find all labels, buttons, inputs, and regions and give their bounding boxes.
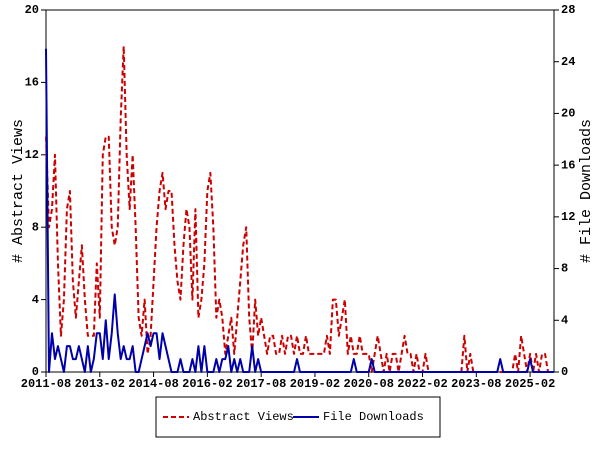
y-tick-label: 16 — [25, 76, 39, 90]
x-tick-label: 2025-02 — [505, 377, 555, 391]
x-tick-label: 2020-08 — [344, 377, 394, 391]
x-tick-label: 2017-08 — [236, 377, 286, 391]
y-tick-label: 0 — [32, 365, 39, 379]
x-tick-label: 2013-02 — [75, 377, 125, 391]
x-tick-label: 2014-08 — [128, 377, 178, 391]
y-tick-label: 12 — [25, 148, 39, 162]
y-axis-label: # Abstract Views — [10, 119, 27, 263]
y-tick-label: 20 — [25, 3, 39, 17]
y2-tick-label: 8 — [561, 262, 568, 276]
y2-tick-label: 4 — [561, 313, 568, 327]
legend-label: File Downloads — [323, 410, 424, 424]
x-tick-label: 2016-02 — [182, 377, 232, 391]
y2-tick-label: 16 — [561, 158, 575, 172]
series-line — [45, 45, 554, 373]
legend-box — [155, 396, 441, 438]
y2-tick-label: 24 — [561, 55, 575, 69]
y2-tick-label: 0 — [561, 365, 568, 379]
y2-axis-label: # File Downloads — [578, 119, 595, 263]
series-line — [45, 48, 554, 373]
y-tick-label: 8 — [32, 220, 39, 234]
x-tick-label: 2023-08 — [451, 377, 501, 391]
y2-tick-label: 28 — [561, 3, 575, 17]
legend-label: Abstract Views — [193, 410, 294, 424]
x-tick-label: 2011-08 — [21, 377, 71, 391]
y2-tick-label: 20 — [561, 107, 575, 121]
x-tick-label: 2022-02 — [397, 377, 447, 391]
x-tick-label: 2019-02 — [290, 377, 340, 391]
y-tick-label: 4 — [32, 293, 39, 307]
y2-tick-label: 12 — [561, 210, 575, 224]
